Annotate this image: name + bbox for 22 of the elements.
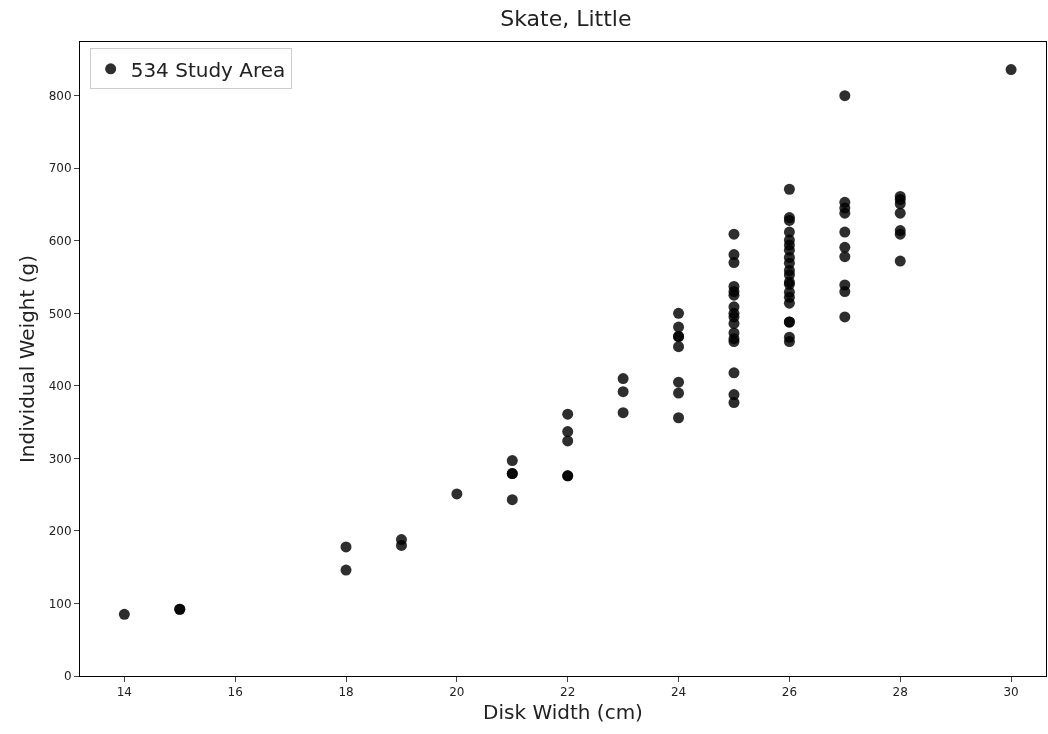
x-axis-title: Disk Width (cm) xyxy=(483,699,643,724)
y-axis-title: Individual Weight (g) xyxy=(15,254,40,464)
legend-label: 534 Study Area xyxy=(130,57,286,82)
y-tick-label: 300 xyxy=(48,451,72,466)
x-tick-label: 30 xyxy=(1003,685,1019,700)
y-tick-label: 200 xyxy=(48,524,72,539)
chart-title: Skate, Little xyxy=(500,6,632,32)
y-tick-label: 800 xyxy=(48,88,72,103)
x-tick-label: 24 xyxy=(670,685,687,700)
y-tick-label: 600 xyxy=(48,233,72,248)
x-tick-label: 22 xyxy=(560,685,576,700)
y-tick-label: 100 xyxy=(48,596,72,611)
x-tick-label: 20 xyxy=(449,685,465,700)
x-tick-label: 14 xyxy=(116,685,132,700)
x-tick-label: 18 xyxy=(338,685,354,700)
y-tick-label: 0 xyxy=(63,669,72,684)
x-tick-label: 16 xyxy=(227,685,243,700)
x-tick-label: 26 xyxy=(781,685,798,700)
y-tick-label: 700 xyxy=(48,161,72,176)
y-tick-label: 500 xyxy=(48,306,72,321)
x-tick-label: 28 xyxy=(892,685,908,700)
y-tick-label: 400 xyxy=(48,379,72,394)
